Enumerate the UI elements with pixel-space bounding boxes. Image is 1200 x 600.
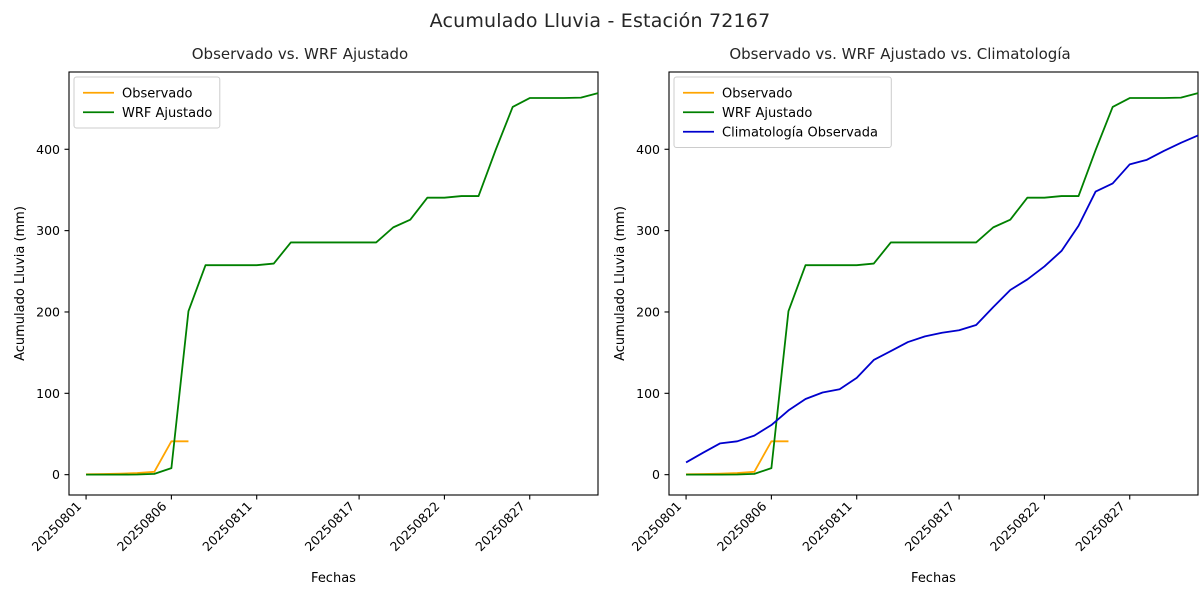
legend-label: Observado (722, 86, 793, 101)
chart-panel-right: Observado vs. WRF Ajustado vs. Climatolo… (600, 0, 1200, 600)
chart-panel-left: Observado vs. WRF Ajustado 0 100 200 300 400… (0, 0, 600, 600)
legend-label: Observado (122, 86, 193, 101)
x-tick-label: 20250822 (987, 499, 1043, 555)
x-tick-label: 20250811 (199, 499, 255, 555)
subplot-title-left: Observado vs. WRF Ajustado (191, 45, 409, 63)
y-axis-label: Acumulado Lluvia (mm) (13, 206, 28, 361)
y-tick-label: 200 (36, 304, 60, 319)
y-tick-label: 400 (636, 142, 660, 157)
subplot-title-right: Observado vs. WRF Ajustado vs. Climatolo… (729, 45, 1071, 63)
series-line-wrf-ajustado (686, 92, 1199, 476)
legend-label: Climatología Observada (722, 125, 878, 140)
legend[interactable]: Observado WRF Ajustado Climatología Observ… (673, 76, 892, 148)
y-tick-label: 0 (52, 467, 60, 482)
x-tick-label: 20250811 (799, 499, 855, 555)
x-tick-label: 20250817 (302, 499, 358, 555)
x-tick-label: 20250827 (472, 499, 528, 555)
x-axis-label: Fechas (311, 571, 356, 586)
line-chart-left[interactable]: 0 100 200 300 400 20250801 20250806 20250811 202… (0, 0, 600, 600)
x-tick-label: 20250806 (114, 498, 170, 554)
y-tick-label: 100 (636, 386, 660, 401)
x-tick-label: 20250822 (387, 499, 443, 555)
x-tick-label: 20250801 (629, 499, 685, 555)
y-tick-label: 200 (636, 304, 660, 319)
legend-label: WRF Ajustado (122, 106, 212, 121)
x-tick-label: 20250806 (714, 498, 770, 554)
y-axis-label: Acumulado Lluvia (mm) (613, 206, 628, 361)
series-line-wrf-ajustado (86, 92, 599, 476)
y-tick-label: 100 (36, 386, 60, 401)
y-tick-label: 300 (36, 223, 60, 238)
y-tick-label: 0 (652, 467, 660, 482)
line-chart-right[interactable]: 0 100 200 300 400 20250801 20250806 20250811 202… (600, 0, 1200, 600)
x-tick-label: 20250827 (1072, 499, 1128, 555)
figure-title: Acumulado Lluvia - Estación 72167 (429, 10, 771, 32)
y-tick-label: 300 (636, 223, 660, 238)
legend-label: WRF Ajustado (722, 106, 812, 121)
x-tick-label: 20250817 (902, 499, 958, 555)
y-tick-label: 400 (36, 142, 60, 157)
series-line-climatolog-a-observada (685, 134, 1199, 464)
x-tick-label: 20250801 (29, 499, 85, 555)
x-axis-label: Fechas (911, 571, 956, 586)
legend[interactable]: Observado WRF Ajustado (73, 76, 221, 129)
